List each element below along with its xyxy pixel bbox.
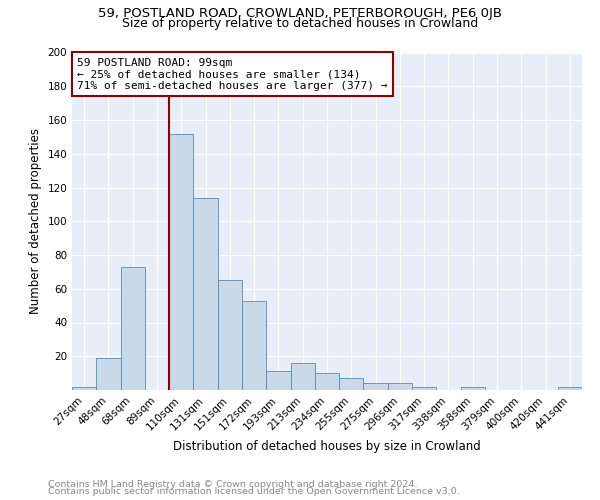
Bar [339,378,364,390]
X-axis label: Distribution of detached houses by size in Crowland: Distribution of detached houses by size … [173,440,481,453]
Y-axis label: Number of detached properties: Number of detached properties [29,128,42,314]
Bar [72,386,96,390]
Bar [290,363,315,390]
Bar [461,386,485,390]
Bar [558,386,582,390]
Bar [96,358,121,390]
Bar [169,134,193,390]
Text: Size of property relative to detached houses in Crowland: Size of property relative to detached ho… [122,18,478,30]
Bar [218,280,242,390]
Text: Contains public sector information licensed under the Open Government Licence v3: Contains public sector information licen… [48,487,460,496]
Text: 59 POSTLAND ROAD: 99sqm
← 25% of detached houses are smaller (134)
71% of semi-d: 59 POSTLAND ROAD: 99sqm ← 25% of detache… [77,58,388,91]
Text: Contains HM Land Registry data © Crown copyright and database right 2024.: Contains HM Land Registry data © Crown c… [48,480,418,489]
Bar [242,300,266,390]
Bar [193,198,218,390]
Bar [388,383,412,390]
Bar [364,383,388,390]
Bar [412,386,436,390]
Bar [315,373,339,390]
Bar [266,372,290,390]
Bar [121,267,145,390]
Text: 59, POSTLAND ROAD, CROWLAND, PETERBOROUGH, PE6 0JB: 59, POSTLAND ROAD, CROWLAND, PETERBOROUG… [98,8,502,20]
